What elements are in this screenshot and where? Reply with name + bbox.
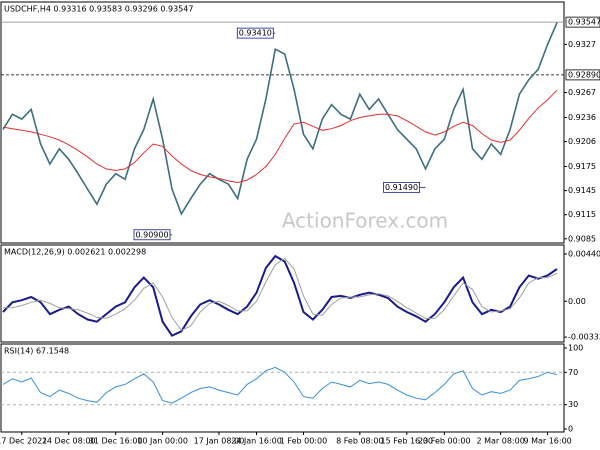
y-tick-label: 0.9085: [568, 234, 596, 243]
annotation-label: 0.91490: [385, 183, 418, 192]
y-tick-label: 0.9327: [568, 40, 596, 49]
annotation-box: [383, 181, 420, 193]
series-line: [2, 22, 558, 216]
panel-title: MACD(12,26,9) 0.002621 0.002298: [4, 248, 146, 257]
x-tick-label: 31 Dec 16:00: [89, 437, 143, 446]
panel-frame: [0, 1, 565, 244]
x-tick-label: 10 Jan 00:00: [137, 437, 188, 446]
annotation-label: 0.93410: [239, 29, 272, 38]
panel-frame: [0, 343, 565, 433]
price-label-box: [565, 69, 600, 81]
panel-frame: [0, 244, 565, 343]
x-tick-label: 17 Dec 2021: [0, 437, 47, 446]
y-tick-label: 70: [568, 368, 578, 377]
x-tick-label: 8 Feb 08:00: [336, 437, 383, 446]
series-line: [2, 366, 558, 404]
watermark: ActionForex.com: [282, 209, 448, 233]
price-label-box: [565, 16, 600, 28]
y-tick-label: 0.9175: [568, 162, 596, 171]
y-tick-label: 0.9267: [568, 88, 596, 97]
panel-title: RSI(14) 67.1548: [4, 347, 69, 356]
y-tick-label: 0.004403: [568, 249, 600, 258]
x-tick-label: 15 Feb 16:00: [381, 437, 433, 446]
price-label: 0.92890: [568, 70, 600, 79]
y-tick-label: 0.9206: [568, 137, 596, 146]
y-tick-label: 0.9236: [568, 113, 596, 122]
y-tick-label: 30: [568, 400, 578, 409]
x-tick-label: 2 Mar 08:00: [476, 437, 524, 446]
x-tick-label: 1 Feb 00:00: [280, 437, 327, 446]
series-line: [2, 254, 558, 337]
y-tick-label: 0.00: [568, 297, 586, 306]
annotation-box: [236, 27, 274, 39]
series-line: [2, 89, 558, 184]
annotation-label: 0.90900: [135, 230, 168, 239]
x-tick-label: 24 Dec 08:00: [42, 437, 96, 446]
annotation-box: [133, 229, 171, 241]
panel-title: USDCHF,H4 0.93316 0.93583 0.93296 0.9354…: [4, 5, 193, 14]
y-tick-label: 0: [568, 425, 573, 434]
y-tick-label: 100: [568, 344, 583, 353]
x-tick-label: 17 Jan 08:00: [194, 437, 245, 446]
y-tick-label: 0.9145: [568, 186, 596, 195]
price-label: 0.93547: [568, 18, 600, 27]
x-tick-label: 9 Mar 16:00: [523, 437, 571, 446]
y-tick-label: -0.003338: [568, 333, 600, 342]
x-tick-label: 24 Jan 16:00: [231, 437, 282, 446]
y-tick-label: 0.9115: [568, 210, 596, 219]
x-tick-label: 23 Feb 00:00: [418, 437, 470, 446]
series-line: [3, 257, 558, 331]
